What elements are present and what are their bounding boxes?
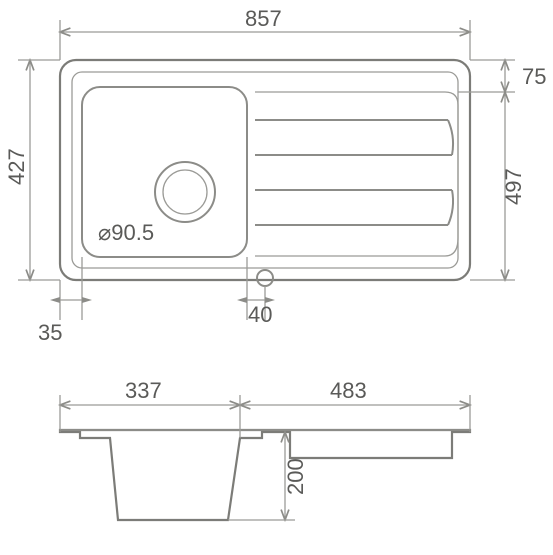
drain-inner xyxy=(163,170,207,214)
dim-75: 75 xyxy=(522,64,546,89)
dim-200: 200 xyxy=(283,458,308,495)
top-view: 857 427 75 497 35 40 ⌀90.5 xyxy=(4,6,546,345)
dim-35: 35 xyxy=(38,320,62,345)
sink-outer xyxy=(60,60,470,280)
dim-857: 857 xyxy=(245,6,282,31)
dim-diameter: ⌀90.5 xyxy=(98,220,154,245)
technical-drawing: 857 427 75 497 35 40 ⌀90.5 xyxy=(0,0,553,555)
dim-337: 337 xyxy=(125,378,162,403)
profile xyxy=(60,430,470,520)
dim-427: 427 xyxy=(4,148,29,185)
drainboard-frame xyxy=(255,92,458,256)
drain-outer xyxy=(155,162,215,222)
dim-483: 483 xyxy=(330,378,367,403)
drain-grooves xyxy=(255,120,453,225)
dim-40: 40 xyxy=(248,302,272,327)
tap-hole xyxy=(257,270,273,286)
side-view: 337 483 200 xyxy=(60,378,470,520)
dim-497: 497 xyxy=(501,168,526,205)
